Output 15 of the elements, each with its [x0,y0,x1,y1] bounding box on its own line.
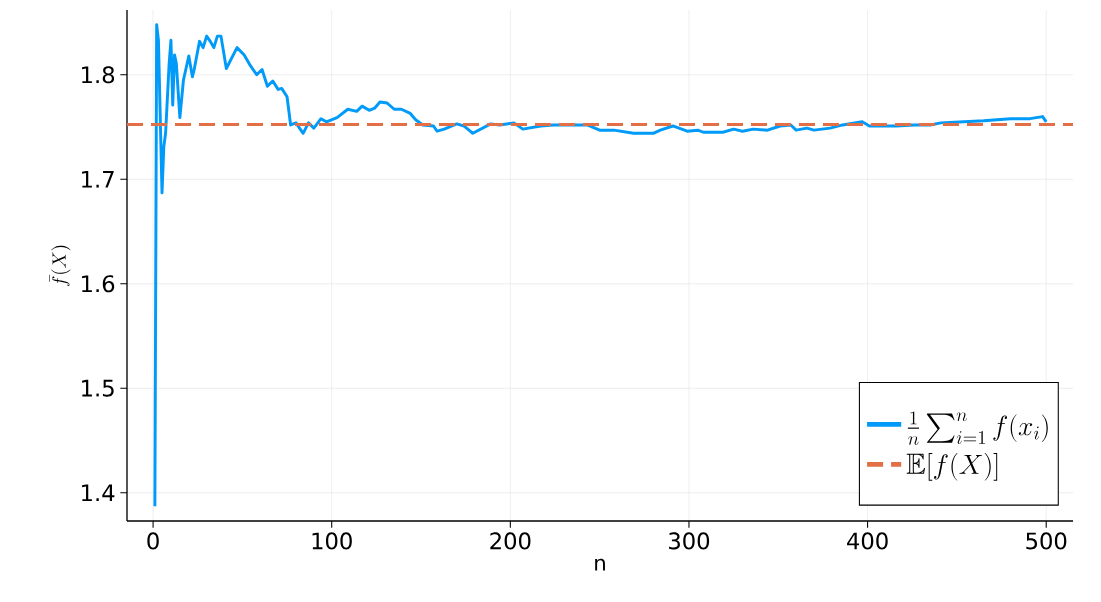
x-tick-label: 100 [312,532,352,550]
y-tick-label: 1.5 [82,379,114,397]
legend-label: $\mathbb{E}[f(X)]$ [906,453,998,481]
y-tick-label: 1.8 [82,66,115,84]
y-axis-title: $\bar{f}(X)$ [49,245,71,287]
y-tick-label: 1.7 [82,171,114,188]
x-tick-label: 300 [669,532,710,550]
x-tick-label: 500 [1026,532,1067,550]
legend-label: $\frac{1}{n}\sum_{i=1}^{n} f(x_i)$ [907,411,1048,445]
x-tick-label: 400 [847,532,888,550]
x-axis-title: n [595,558,605,571]
y-tick-label: 1.4 [82,484,115,502]
y-tick-label: 1.6 [82,275,115,293]
x-tick-label: 200 [490,532,531,550]
x-tick-label: 0 [147,532,159,550]
